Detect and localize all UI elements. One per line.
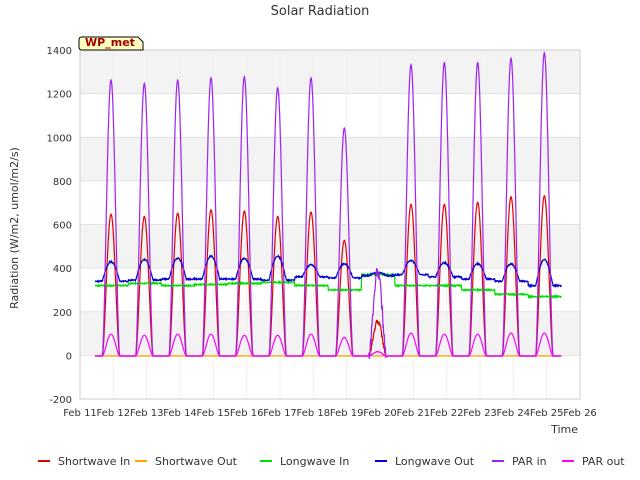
series-line-par-out (95, 332, 562, 357)
x-tick-label: Feb 25 (530, 408, 564, 419)
series-layer (94, 51, 562, 359)
y-tick-label: 1200 (47, 90, 72, 101)
x-tick-label: Feb 14 (163, 408, 197, 419)
y-tick-label: -200 (49, 395, 72, 406)
y-tick-label: 400 (53, 264, 72, 275)
background-band (80, 137, 580, 181)
annotation-box: WP_met (78, 36, 144, 51)
x-tick-label: Feb 20 (363, 408, 397, 419)
x-tick-label: Feb 16 (230, 408, 264, 419)
x-axis-label: Time (550, 423, 578, 436)
x-tick-label: Feb 18 (297, 408, 331, 419)
x-tick-label: Feb 26 (563, 408, 597, 419)
y-tick-label: 1400 (47, 46, 72, 57)
y-tick-label: 200 (53, 308, 72, 319)
y-tick-label: 0 (66, 351, 72, 362)
y-axis-label: Radiation (W/m2, umol/m2/s) (8, 147, 21, 309)
legend-item: Shortwave Out (135, 455, 238, 468)
legend-label: PAR in (512, 455, 547, 468)
legend: Shortwave In Shortwave Out Longwave In Long… (38, 455, 625, 468)
legend-item: Longwave Out (375, 455, 475, 468)
x-tick-label: Feb 15 (197, 408, 231, 419)
background-band (80, 50, 580, 94)
legend-label: PAR out (582, 455, 625, 468)
legend-label: Shortwave In (58, 455, 130, 468)
y-tick-label: 1000 (47, 133, 72, 144)
legend-label: Longwave Out (395, 455, 475, 468)
legend-item: Longwave In (260, 455, 349, 468)
x-tick-label: Feb 21 (397, 408, 431, 419)
legend-item: PAR in (492, 455, 547, 468)
background-band (80, 311, 580, 356)
legend-label: Longwave In (280, 455, 349, 468)
x-tick-label: Feb 17 (263, 408, 297, 419)
x-tick-label: Feb 24 (497, 408, 531, 419)
y-tick-label: 600 (53, 221, 72, 232)
x-tick-label: Feb 13 (130, 408, 164, 419)
x-tick-label: Feb 22 (430, 408, 464, 419)
x-tick-label: Feb 19 (330, 408, 364, 419)
annotation-label: WP_met (85, 36, 135, 49)
gridlines (79, 49, 581, 400)
x-tick-label: Feb 12 (97, 408, 131, 419)
background-band (80, 224, 580, 269)
x-tick-label: Feb 23 (463, 408, 497, 419)
y-tick-label: 800 (53, 177, 72, 188)
legend-item: PAR out (562, 455, 625, 468)
legend-item: Shortwave In (38, 455, 130, 468)
x-tick-label: Feb 11 (63, 408, 97, 419)
chart-title: Solar Radiation (271, 4, 370, 19)
plot-frame (79, 49, 581, 400)
legend-label: Shortwave Out (155, 455, 238, 468)
